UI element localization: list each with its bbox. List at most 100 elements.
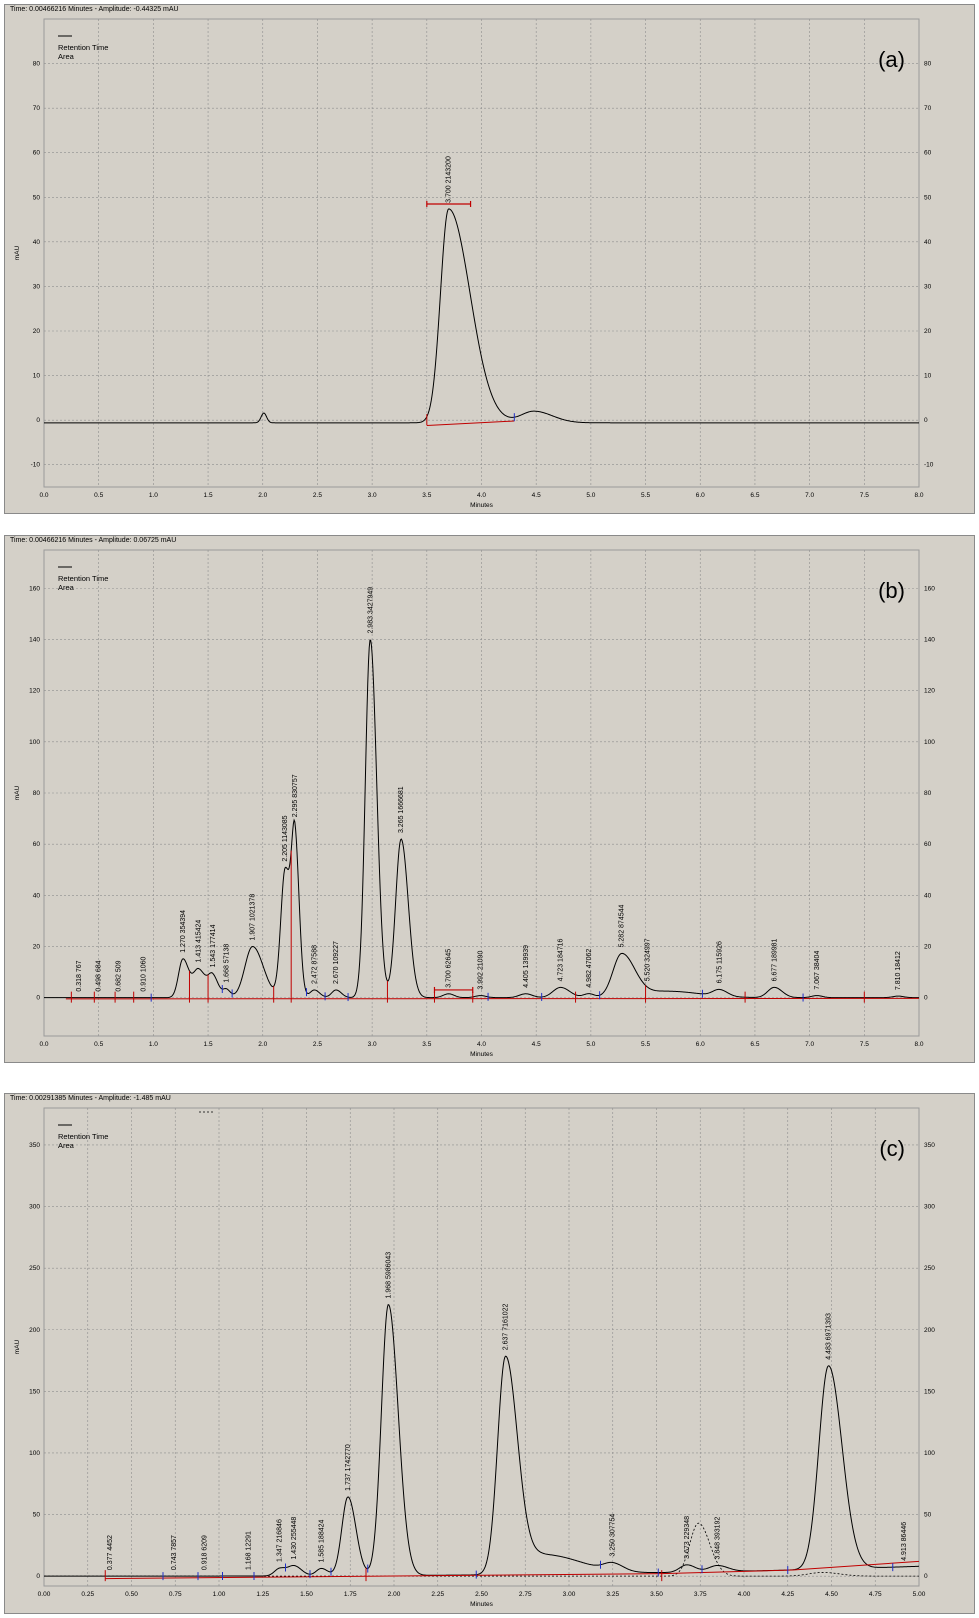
x-tick-label: 2.0 [258, 492, 267, 499]
x-tick-label: 2.50 [475, 1591, 488, 1598]
y-tick-label-right: 100 [924, 739, 935, 746]
x-tick-label: 1.0 [149, 1041, 158, 1048]
y-tick-label-right: 50 [924, 194, 932, 201]
x-tick-label: 7.5 [860, 492, 869, 499]
peak-label: 2.670 109227 [333, 941, 340, 984]
x-tick-label: 8.0 [914, 1041, 923, 1048]
y-tick-label: 120 [29, 688, 40, 695]
y-tick-label: 0 [36, 417, 40, 424]
chromatogram-panel-a: Time: 0.00466216 Minutes - Amplitude: -0… [4, 4, 975, 514]
x-tick-label: 2.75 [519, 1591, 532, 1598]
y-axis-label: mAU [14, 785, 21, 800]
peak-label: 1.968 5986043 [385, 1252, 392, 1299]
x-tick-label: 0.00 [38, 1591, 51, 1598]
y-tick-label: 0 [36, 995, 40, 1002]
y-tick-label-right: 140 [924, 637, 935, 644]
peak-label: 1.543 177414 [210, 924, 217, 967]
x-tick-label: 2.5 [313, 492, 322, 499]
x-tick-label: 1.0 [149, 492, 158, 499]
x-tick-label: 3.75 [694, 1591, 707, 1598]
y-tick-label: 140 [29, 637, 40, 644]
y-tick-label-right: 250 [924, 1265, 935, 1272]
peak-label: 1.413 415424 [196, 920, 203, 963]
x-tick-label: 1.00 [213, 1591, 226, 1598]
x-tick-label: 4.75 [869, 1591, 882, 1598]
peak-label: 6.677 189981 [771, 938, 778, 981]
x-tick-label: 4.0 [477, 1041, 486, 1048]
y-tick-label: 40 [33, 892, 41, 899]
x-tick-label: 0.0 [39, 1041, 48, 1048]
x-tick-label: 0.5 [94, 1041, 103, 1048]
y-tick-label: 250 [29, 1265, 40, 1272]
x-tick-label: 3.25 [606, 1591, 619, 1598]
x-tick-label: 6.5 [750, 1041, 759, 1048]
peak-label: 6.175 115926 [716, 941, 723, 983]
peak-label: 0.910 1060 [141, 956, 148, 991]
peak-label: 5.282 874544 [619, 905, 626, 948]
chromatogram-panel-c: Time: 0.00291385 Minutes - Amplitude: -1… [4, 1093, 975, 1614]
x-tick-label: 0.5 [94, 492, 103, 499]
x-tick-label: 5.00 [913, 1591, 926, 1598]
y-tick-label: 20 [33, 943, 41, 950]
x-tick-label: 6.0 [696, 492, 705, 499]
x-tick-label: 5.5 [641, 1041, 650, 1048]
y-tick-label: 20 [33, 328, 41, 335]
peak-label: 1.430 255448 [291, 1517, 298, 1560]
panel-label: (c) [879, 1136, 905, 1161]
peak-label: 4.723 184716 [558, 938, 565, 981]
y-tick-label-right: 40 [924, 239, 932, 246]
y-tick-label: 0 [36, 1573, 40, 1580]
x-tick-label: 5.0 [586, 492, 595, 499]
x-tick-label: 4.00 [738, 1591, 751, 1598]
chart-a: 0.0 0.5 1.0 1.5 2.0 2.5 3.0 3.5 4.0 4.5 5.0 5.5 6.0 6… [5, 5, 974, 513]
y-tick-label: 160 [29, 585, 40, 592]
x-tick-label: 3.0 [368, 1041, 377, 1048]
y-axis-label: mAU [14, 245, 21, 260]
legend-entry: Area [58, 52, 75, 61]
y-axis-label: mAU [14, 1339, 21, 1354]
y-tick-label: 40 [33, 239, 41, 246]
peak-label: 1.585 188424 [318, 1519, 325, 1562]
y-tick-label: 70 [33, 105, 41, 112]
legend-entry: Retention Time [58, 574, 108, 583]
x-tick-label: 2.0 [258, 1041, 267, 1048]
x-tick-label: 6.0 [696, 1041, 705, 1048]
peak-label: 3.848 393192 [714, 1517, 721, 1560]
peak-label: 2.983 3427949 [367, 587, 374, 634]
y-tick-label-right: 150 [924, 1388, 935, 1395]
peak-label: 1.168 12291 [245, 1531, 252, 1570]
y-tick-label-right: 0 [924, 995, 928, 1002]
y-tick-label-right: 300 [924, 1204, 935, 1211]
y-tick-label-right: 10 [924, 373, 932, 380]
peak-label: 0.743 7857 [171, 1535, 178, 1570]
chromatogram-panel-b: Time: 0.00466216 Minutes - Amplitude: 0.… [4, 535, 975, 1063]
peak-label: 4.982 47062 [586, 949, 593, 988]
y-tick-label-right: 80 [924, 61, 932, 68]
peak-label: 2.205 1143085 [282, 815, 289, 861]
x-tick-label: 0.25 [81, 1591, 94, 1598]
chart-c: 0.00 0.25 0.50 0.75 1.00 1.25 1.50 1.75 2.00 2.25… [5, 1094, 974, 1613]
peak-label: 1.668 57138 [223, 944, 230, 983]
y-tick-label: 200 [29, 1327, 40, 1334]
y-tick-label-right: 350 [924, 1142, 935, 1149]
peak-label: 0.918 6209 [202, 1535, 209, 1570]
x-tick-label: 2.00 [388, 1591, 401, 1598]
legend-entry: Area [58, 1141, 75, 1150]
y-tick-label-right: 160 [924, 585, 935, 592]
peak-label: 3.700 62645 [446, 949, 453, 988]
peak-label: 4.405 139939 [523, 945, 530, 988]
y-tick-label: 60 [33, 150, 41, 157]
y-tick-label: 50 [33, 1512, 41, 1519]
peak-label: 2.472 87588 [311, 945, 318, 984]
y-tick-label: 50 [33, 194, 41, 201]
x-tick-label: 0.0 [39, 492, 48, 499]
y-tick-label: 60 [33, 841, 41, 848]
y-tick-label-right: 50 [924, 1512, 932, 1519]
peak-label: 1.907 1021378 [250, 894, 257, 941]
legend-entry: Area [58, 583, 75, 592]
x-tick-label: 1.75 [344, 1591, 357, 1598]
x-tick-label: 4.5 [532, 492, 541, 499]
panel-label: (a) [878, 47, 905, 72]
x-tick-label: 4.25 [781, 1591, 794, 1598]
peak-label: 3.250 307754 [610, 1514, 617, 1557]
